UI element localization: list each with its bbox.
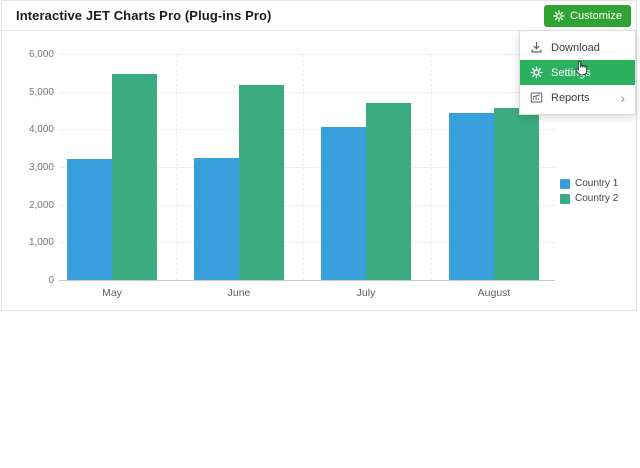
card-header: Interactive JET Charts Pro (Plug-ins Pro… bbox=[2, 1, 636, 31]
x-axis-line bbox=[59, 280, 555, 281]
menu-item-reports[interactable]: Reports › bbox=[520, 85, 635, 110]
legend-swatch bbox=[560, 193, 570, 204]
customize-button[interactable]: Customize bbox=[544, 4, 631, 27]
gridline bbox=[59, 91, 555, 93]
gridline bbox=[59, 242, 555, 244]
y-tick-label: 6,000 bbox=[28, 49, 54, 60]
bar-country-1-june[interactable] bbox=[194, 157, 239, 280]
x-axis-label: August bbox=[477, 287, 511, 299]
gridline bbox=[59, 54, 555, 55]
gridline bbox=[59, 204, 555, 206]
y-tick-label: 2,000 bbox=[28, 199, 54, 211]
gridline bbox=[59, 167, 555, 168]
chart-legend: Country 1 Country 2 bbox=[560, 178, 618, 208]
x-axis-label: June bbox=[227, 287, 251, 299]
legend-label: Country 1 bbox=[575, 178, 619, 189]
chevron-right-icon: › bbox=[620, 89, 625, 106]
bar-country-2-june[interactable] bbox=[239, 84, 284, 280]
customize-dropdown-menu: Download Settings Reports › bbox=[519, 30, 636, 115]
y-tick-label: 1,000 bbox=[28, 237, 54, 249]
bar-country-2-august[interactable] bbox=[494, 107, 539, 280]
legend-item-country-2[interactable]: Country 2 bbox=[560, 193, 618, 204]
customize-label: Customize bbox=[570, 9, 622, 22]
bar-country-1-may[interactable] bbox=[67, 159, 112, 280]
bar-chart: 0 1,000 2,000 3,000 4,000 5,000 6,000 May June J… bbox=[2, 31, 636, 310]
category-separator bbox=[430, 54, 432, 280]
bar-country-2-may[interactable] bbox=[112, 73, 157, 280]
menu-item-label: Reports bbox=[551, 91, 590, 104]
download-icon bbox=[530, 41, 543, 54]
bar-country-1-july[interactable] bbox=[321, 127, 366, 280]
gear-icon bbox=[553, 9, 565, 22]
y-tick-label: 0 bbox=[48, 275, 54, 286]
x-axis-label: May bbox=[102, 287, 122, 299]
gridline bbox=[59, 129, 555, 131]
y-tick-label: 3,000 bbox=[28, 162, 54, 173]
menu-item-download[interactable]: Download bbox=[520, 35, 635, 60]
legend-swatch bbox=[560, 178, 570, 189]
bar-country-1-august[interactable] bbox=[449, 113, 494, 280]
x-axis-label: July bbox=[356, 287, 376, 299]
bar-country-2-july[interactable] bbox=[366, 102, 411, 280]
menu-item-label: Download bbox=[551, 41, 600, 54]
reports-icon bbox=[530, 91, 543, 104]
y-tick-label: 5,000 bbox=[28, 86, 54, 98]
legend-item-country-1[interactable]: Country 1 bbox=[560, 178, 618, 189]
category-separator bbox=[176, 54, 177, 280]
category-separator bbox=[303, 54, 304, 280]
menu-item-label: Settings bbox=[551, 66, 591, 79]
legend-label: Country 2 bbox=[575, 193, 619, 204]
page-title: Interactive JET Charts Pro (Plug-ins Pro… bbox=[16, 8, 272, 23]
y-tick-label: 4,000 bbox=[28, 124, 54, 136]
gear-icon bbox=[530, 66, 543, 79]
menu-item-settings[interactable]: Settings bbox=[520, 60, 635, 85]
